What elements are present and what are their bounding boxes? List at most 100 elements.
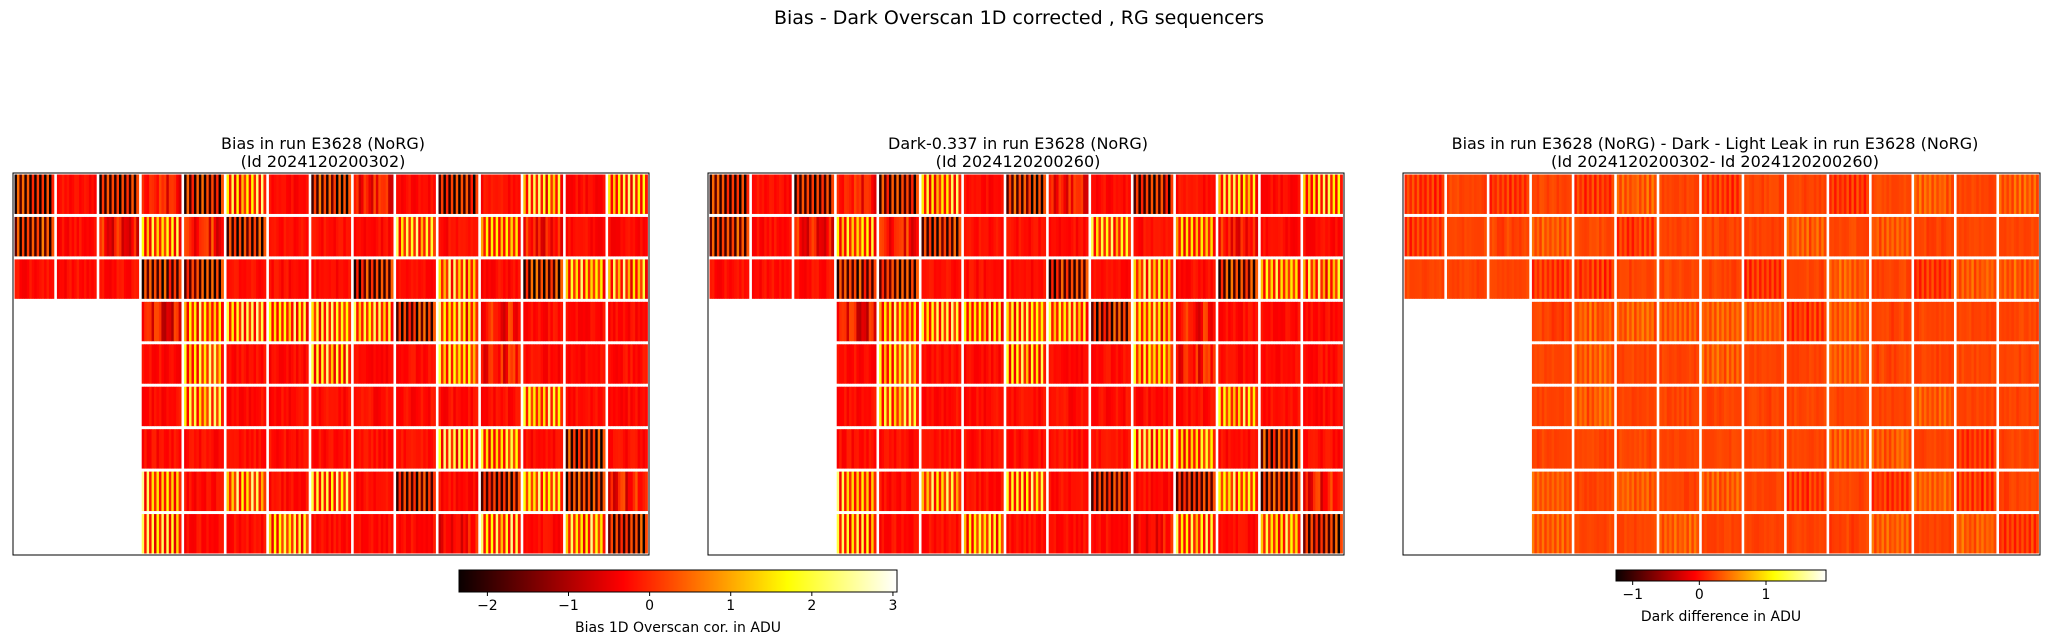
detector-module — [184, 174, 224, 214]
module-segment — [1971, 174, 1975, 214]
module-segment — [361, 471, 364, 512]
module-segment — [1068, 259, 1072, 299]
module-segment — [510, 386, 514, 427]
detector-module — [1218, 386, 1259, 427]
module-segment — [1273, 301, 1276, 342]
detector-module — [141, 301, 182, 342]
module-segment — [368, 344, 372, 384]
module-segment — [321, 301, 325, 342]
module-segment — [931, 174, 935, 214]
module-segment — [2028, 216, 2032, 257]
module-segment — [879, 301, 882, 342]
module-segment — [345, 429, 349, 469]
module-segment — [958, 514, 962, 554]
module-segment — [361, 174, 364, 214]
module-segment — [1709, 174, 1713, 214]
module-segment — [1766, 216, 1770, 257]
module-segment — [1736, 301, 1740, 342]
module-segment — [1439, 174, 1442, 214]
module-segment — [1028, 301, 1032, 342]
module-segment — [1030, 429, 1034, 469]
module-segment — [450, 386, 454, 427]
module-segment — [111, 259, 115, 299]
module-segment — [1220, 344, 1224, 384]
module-segment — [1554, 174, 1557, 214]
module-segment — [602, 301, 606, 342]
module-segment — [326, 259, 329, 299]
module-segment — [1803, 174, 1807, 214]
module-segment — [858, 471, 862, 512]
module-segment — [1963, 259, 1967, 299]
detector-module — [1133, 344, 1174, 384]
module-segment — [1919, 259, 1922, 299]
module-segment — [1566, 216, 1570, 257]
module-segment — [1337, 514, 1341, 554]
module-segment — [226, 514, 230, 554]
module-segment — [1165, 471, 1169, 512]
module-segment — [1228, 429, 1232, 469]
module-segment — [836, 216, 840, 257]
module-segment — [1903, 259, 1907, 299]
module-segment — [1624, 301, 1628, 342]
module-segment — [408, 259, 412, 299]
module-segment — [958, 471, 962, 512]
module-segment — [555, 301, 559, 342]
module-segment — [253, 216, 257, 257]
module-segment — [625, 514, 629, 554]
module-segment — [804, 174, 808, 214]
module-segment — [998, 301, 1002, 342]
module-segment — [512, 259, 516, 299]
module-segment — [1038, 174, 1042, 214]
module-segment — [921, 259, 925, 299]
module-segment — [1706, 216, 1710, 257]
detector-module — [184, 471, 224, 512]
module-segment — [804, 259, 808, 299]
module-segment — [218, 344, 222, 384]
module-segment — [2008, 174, 2012, 214]
module-segment — [981, 216, 984, 257]
module-segment — [617, 386, 621, 427]
module-segment — [1544, 301, 1548, 342]
module-segment — [1026, 386, 1029, 427]
module-segment — [1568, 259, 1572, 299]
module-segment — [908, 216, 912, 257]
module-segment — [617, 216, 621, 257]
module-segment — [93, 216, 97, 257]
detector-module — [56, 174, 97, 214]
module-segment — [288, 429, 292, 469]
module-segment — [911, 514, 914, 554]
module-segment — [1180, 216, 1184, 257]
module-segment — [846, 429, 850, 469]
module-segment — [891, 471, 895, 512]
module-segment — [1023, 344, 1027, 384]
module-segment — [955, 216, 959, 257]
module-segment — [540, 471, 544, 512]
detector-module — [1218, 471, 1259, 512]
module-segment — [1163, 386, 1166, 427]
module-segment — [403, 514, 407, 554]
module-segment — [326, 301, 329, 342]
module-segment — [771, 259, 775, 299]
module-segment — [253, 174, 257, 214]
module-segment — [480, 174, 484, 214]
module-segment — [403, 216, 407, 257]
module-segment — [1048, 514, 1052, 554]
module-segment — [251, 174, 254, 214]
module-segment — [260, 174, 264, 214]
module-segment — [1265, 301, 1269, 342]
module-segment — [590, 344, 594, 384]
module-segment — [470, 301, 474, 342]
module-segment — [1866, 301, 1870, 342]
module-segment — [465, 216, 469, 257]
module-segment — [1851, 174, 1855, 214]
module-segment — [221, 301, 224, 342]
detector-module — [1999, 174, 2039, 214]
detector-module — [1616, 174, 1657, 214]
module-segment — [868, 216, 872, 257]
module-segment — [453, 429, 457, 469]
module-segment — [1140, 301, 1144, 342]
module-segment — [1404, 174, 1408, 214]
module-segment — [1028, 471, 1032, 512]
module-segment — [879, 386, 882, 427]
module-segment — [99, 259, 103, 299]
